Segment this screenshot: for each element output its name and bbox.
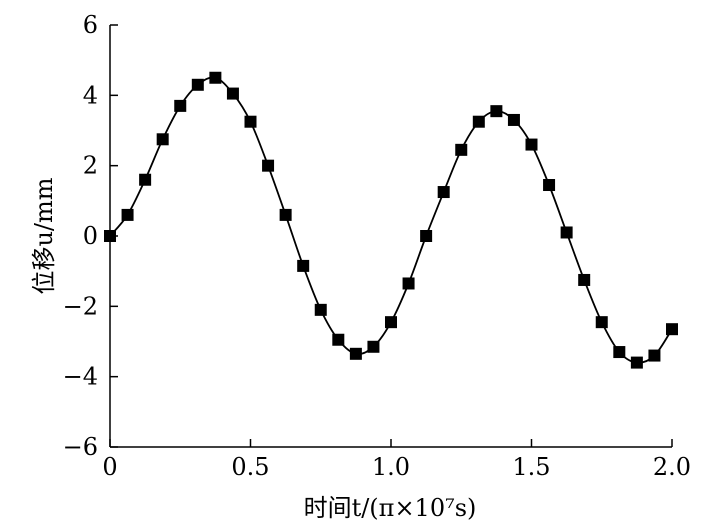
data-point (543, 179, 556, 192)
x-tick-label: 0 (102, 453, 117, 481)
data-point (367, 340, 380, 353)
data-point (244, 115, 257, 128)
data-point (332, 333, 345, 346)
data-point (121, 208, 134, 221)
data-point (191, 78, 204, 91)
data-point (262, 159, 275, 172)
data-point (402, 277, 415, 290)
data-point (472, 115, 485, 128)
data-point (420, 230, 433, 242)
data-point (437, 186, 450, 199)
data-point (613, 346, 626, 359)
data-point (490, 105, 503, 118)
data-point (595, 316, 608, 329)
data-point (156, 133, 169, 146)
x-ticks: 0 0.5 1.0 1.5 2.0 (102, 439, 691, 481)
y-tick-label: −6 (63, 433, 98, 461)
x-tick-label: 0.5 (231, 453, 269, 481)
data-point (226, 87, 239, 100)
data-point (174, 99, 187, 112)
y-tick-label: 2 (83, 152, 98, 180)
y-ticks: −6 −4 −2 0 2 4 6 (63, 11, 118, 461)
x-tick-label: 2.0 (653, 453, 691, 481)
x-axis-title: 时间t/(π×10⁷s) (304, 494, 477, 522)
data-point (666, 323, 678, 336)
data-point (139, 173, 152, 186)
data-point (525, 138, 538, 151)
series-markers (104, 71, 678, 369)
x-tick-label: 1.5 (512, 453, 550, 481)
data-point (209, 71, 222, 84)
data-point (507, 113, 520, 126)
data-point (630, 356, 643, 369)
y-tick-label: −2 (63, 292, 98, 320)
data-point (297, 259, 310, 272)
data-point (279, 208, 292, 221)
data-point (104, 230, 116, 242)
y-tick-label: 6 (83, 11, 98, 39)
data-point (648, 349, 661, 362)
data-point (560, 226, 573, 239)
plot-area: −6 −4 −2 0 2 4 6 0 0.5 1.0 1.5 2.0 (63, 11, 691, 481)
y-tick-label: 0 (83, 222, 98, 250)
y-tick-label: 4 (83, 81, 98, 109)
x-tick-label: 1.0 (372, 453, 410, 481)
data-point (349, 347, 362, 360)
data-point (385, 316, 397, 329)
data-point (314, 303, 327, 316)
y-tick-label: −4 (63, 363, 98, 391)
data-point (578, 273, 591, 286)
data-point (455, 143, 468, 156)
y-axis-title: 位移u/mm (30, 177, 58, 294)
